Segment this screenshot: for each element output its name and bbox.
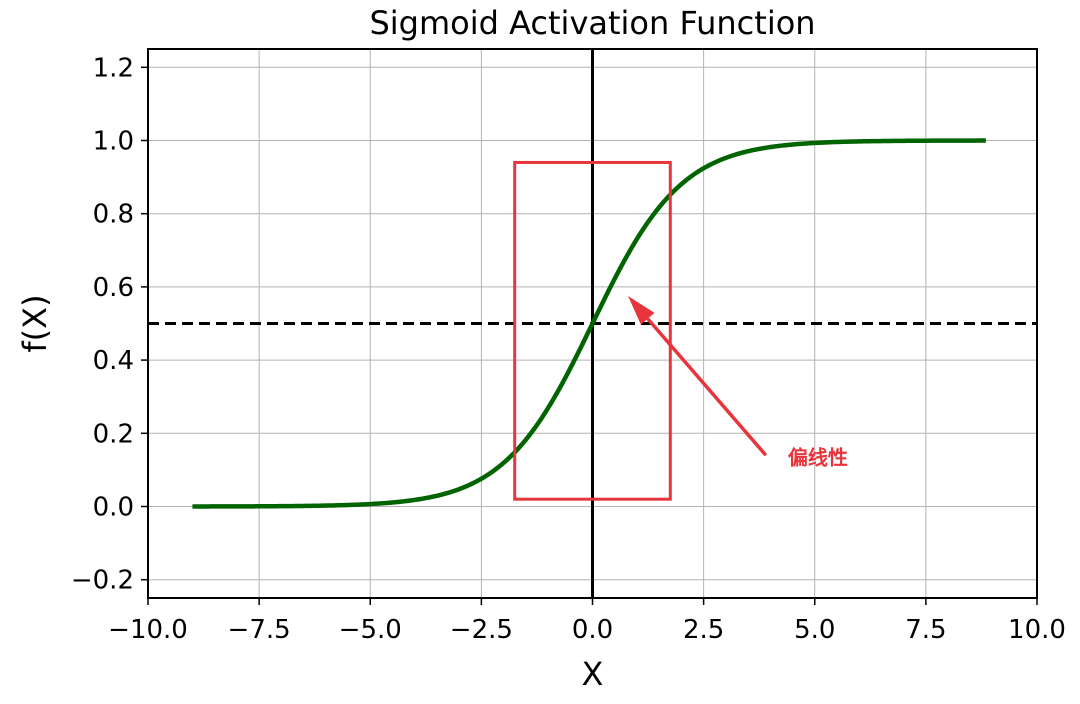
x-axis-title: X <box>582 655 604 693</box>
annotation-arrow-shaft <box>646 317 768 457</box>
highlight-box <box>513 160 672 501</box>
y-tick-label: 0.2 <box>93 419 134 449</box>
y-tick-label: 0.8 <box>93 200 134 230</box>
annotation-label: 偏线性 <box>788 445 848 469</box>
sigmoid-curve <box>192 138 986 509</box>
x-tick-label: 2.5 <box>683 615 724 645</box>
x-tick-label: −10.0 <box>108 615 188 645</box>
x-tick-label: 5.0 <box>794 615 835 645</box>
x-tick-label: −5.0 <box>339 615 402 645</box>
y-tick-label: 0.0 <box>93 493 134 523</box>
y-tick-label: 1.2 <box>93 53 134 83</box>
y-axis-title: f(X) <box>16 294 54 352</box>
y-tick-label: 0.4 <box>93 346 134 376</box>
x-tick-label: −7.5 <box>228 615 291 645</box>
series-layer <box>192 138 986 509</box>
x-tick-label: 0.0 <box>572 615 613 645</box>
y-tick-label: 0.6 <box>93 273 134 303</box>
x-tick-label: −2.5 <box>450 615 513 645</box>
chart-title: Sigmoid Activation Function <box>369 4 815 42</box>
x-ticks: −10.0 −7.5 −5.0 −2.5 0.0 2.5 5.0 7.5 10.0 <box>108 598 1066 645</box>
y-ticks: −0.2 0.0 0.2 0.4 0.6 0.8 1.0 1.2 <box>71 53 148 596</box>
annotation-arrow-head <box>628 296 655 325</box>
annotation-layer: 偏线性 <box>513 160 848 501</box>
y-tick-label: 1.0 <box>93 127 134 157</box>
y-tick-label: −0.2 <box>71 566 134 596</box>
x-tick-label: 10.0 <box>1008 615 1066 645</box>
x-tick-label: 7.5 <box>905 615 946 645</box>
